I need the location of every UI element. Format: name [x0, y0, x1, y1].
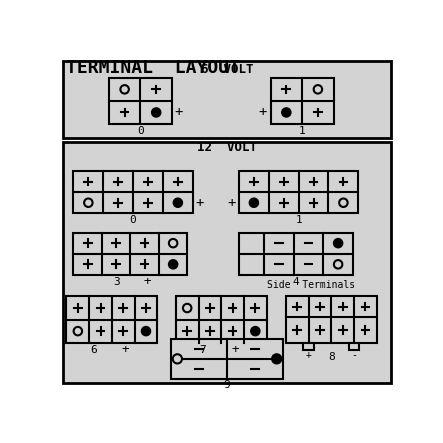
Bar: [171, 339, 283, 379]
Text: +: +: [231, 343, 239, 356]
Circle shape: [120, 85, 129, 93]
Circle shape: [314, 85, 322, 93]
Text: +: +: [306, 350, 311, 360]
Bar: [303, 343, 314, 350]
Text: 6: 6: [90, 345, 97, 354]
Text: 8: 8: [328, 352, 335, 362]
Text: +: +: [195, 196, 204, 210]
Text: 12  VOLT: 12 VOLT: [198, 141, 257, 154]
Circle shape: [74, 327, 82, 335]
Bar: [349, 343, 359, 350]
Text: TERMINAL  LAYOUT: TERMINAL LAYOUT: [66, 58, 240, 77]
Circle shape: [272, 354, 281, 363]
Text: +: +: [227, 196, 236, 210]
Bar: [62, 142, 392, 383]
Text: 3: 3: [113, 277, 120, 287]
Circle shape: [334, 260, 342, 268]
Text: Side  Terminals: Side Terminals: [267, 280, 355, 290]
Bar: [271, 78, 334, 124]
Circle shape: [183, 304, 191, 312]
Text: 0: 0: [137, 126, 144, 136]
Circle shape: [173, 354, 182, 363]
Text: 7: 7: [200, 345, 206, 354]
Bar: [62, 61, 392, 138]
Circle shape: [250, 198, 258, 207]
Text: 4: 4: [292, 277, 299, 287]
Bar: [286, 296, 377, 343]
Circle shape: [174, 198, 182, 207]
Text: 6  VOLT: 6 VOLT: [201, 63, 254, 76]
Bar: [239, 233, 353, 275]
Bar: [109, 78, 172, 124]
Circle shape: [251, 327, 260, 335]
Circle shape: [142, 327, 150, 335]
Circle shape: [169, 260, 177, 268]
Bar: [74, 171, 193, 214]
Circle shape: [152, 108, 160, 117]
Text: 0: 0: [130, 215, 136, 225]
Text: +: +: [175, 105, 183, 120]
Text: +: +: [122, 343, 129, 356]
Circle shape: [282, 108, 291, 117]
Circle shape: [169, 239, 177, 247]
Circle shape: [339, 198, 348, 207]
Text: 9: 9: [224, 380, 230, 390]
Text: +: +: [259, 105, 267, 120]
Bar: [176, 296, 267, 343]
Bar: [74, 233, 187, 275]
Text: 1: 1: [295, 215, 302, 225]
Text: 1: 1: [299, 126, 306, 136]
Bar: [239, 171, 358, 214]
Text: -: -: [351, 350, 357, 360]
Circle shape: [84, 198, 93, 207]
Circle shape: [334, 239, 342, 247]
Bar: [66, 296, 157, 343]
Text: +: +: [144, 276, 151, 288]
